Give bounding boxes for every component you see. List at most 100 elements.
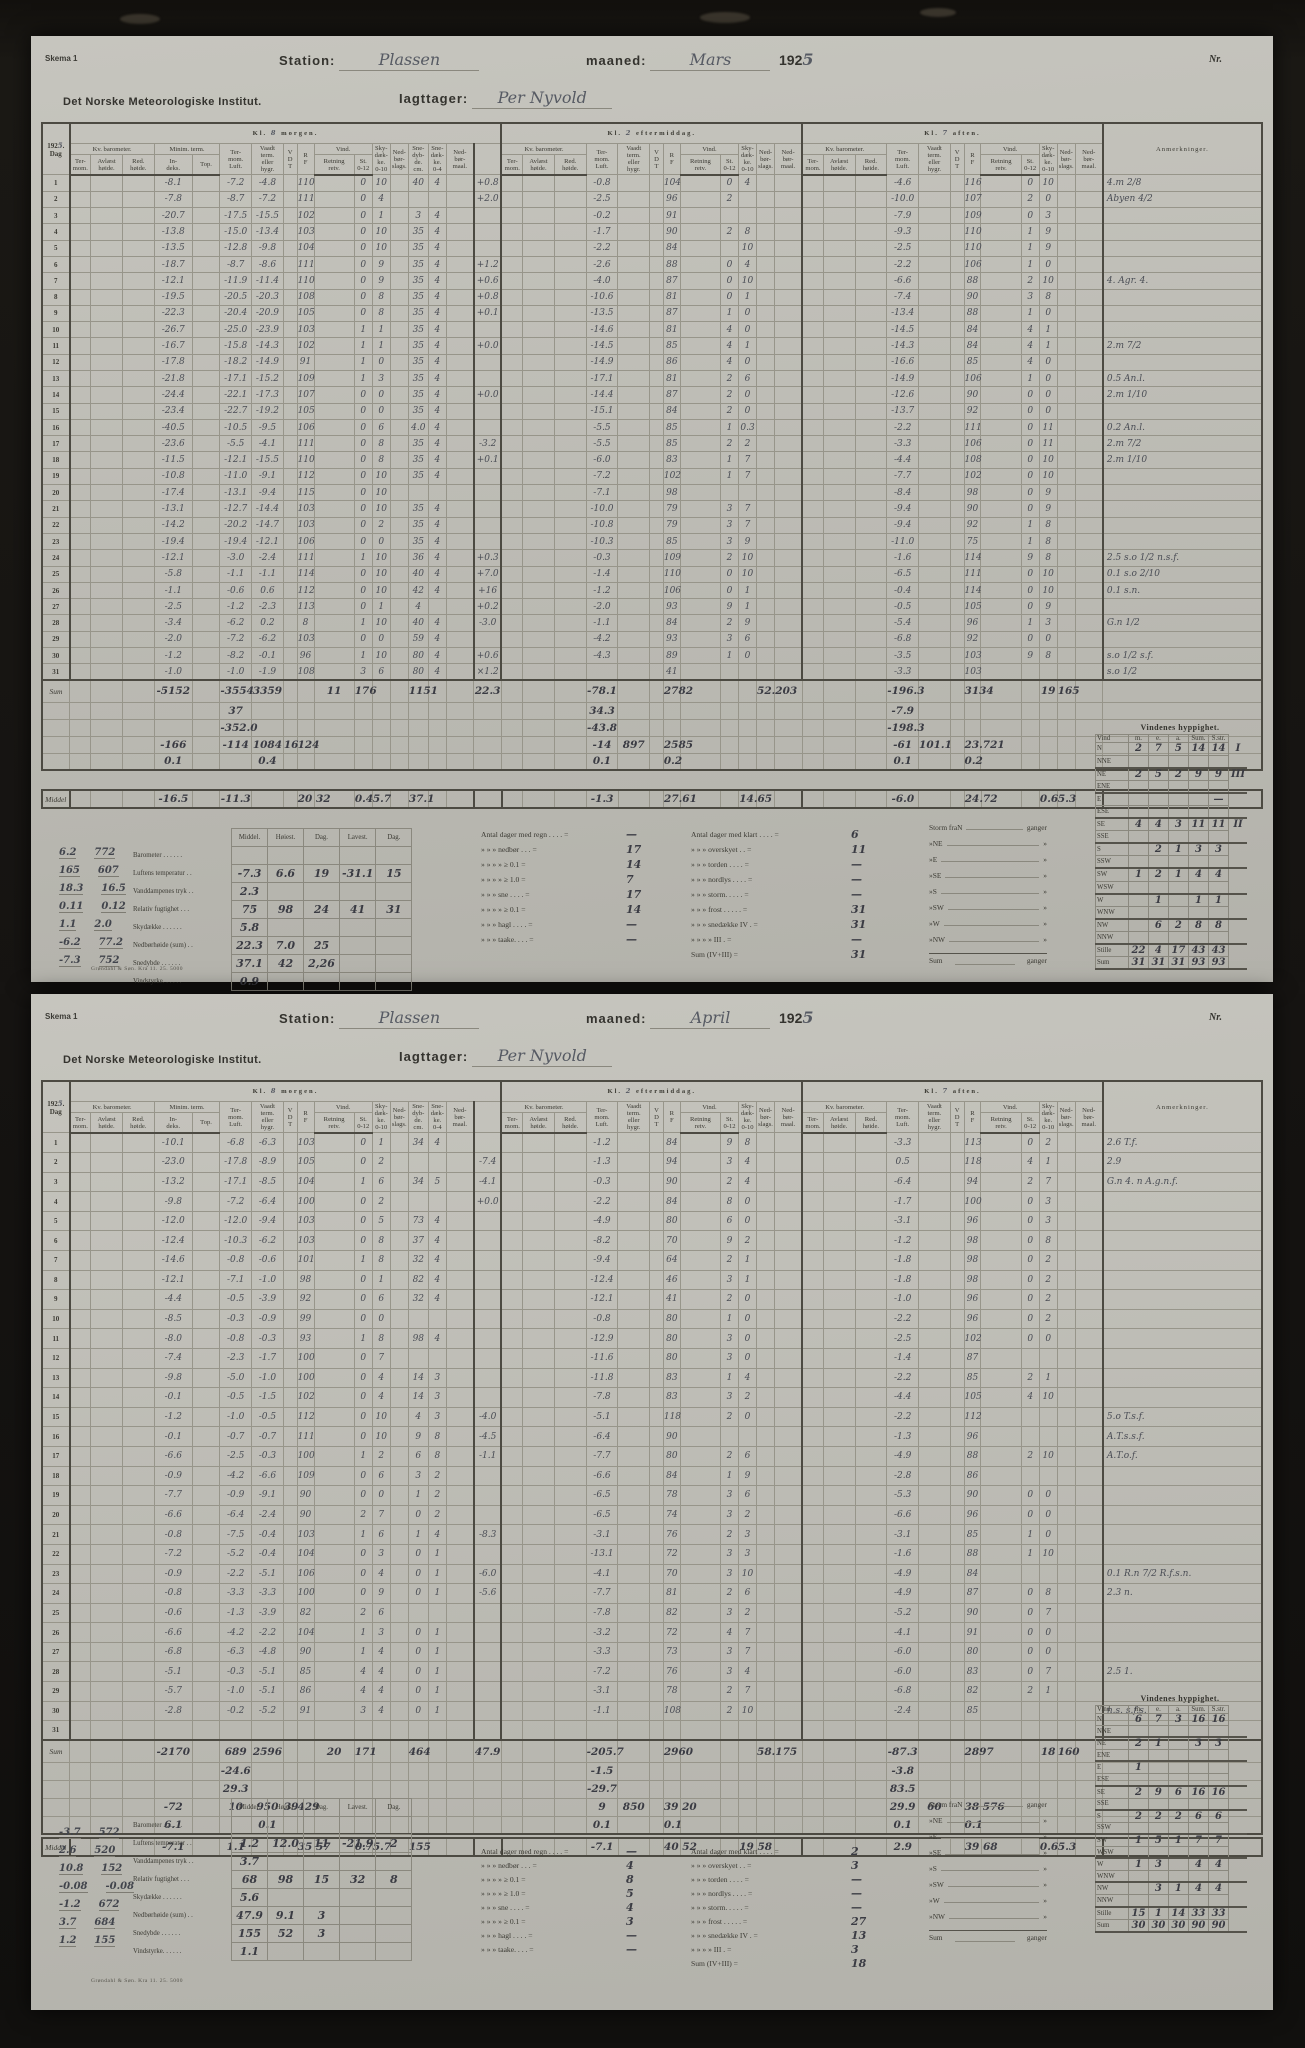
- obs-cell: [1074, 549, 1104, 567]
- margin-scribble: -7.3: [59, 955, 81, 967]
- obs-cell: [918, 1700, 951, 1722]
- sum-cell: [1020, 735, 1040, 754]
- obs-cell: [774, 1191, 803, 1212]
- obs-cell: [191, 402, 221, 420]
- handwritten-value: 11: [1042, 422, 1054, 433]
- wind-direction-label: NW: [1095, 918, 1129, 932]
- handwritten-value: 19: [313, 867, 330, 880]
- sum-cell: [756, 752, 776, 771]
- obs-cell: [553, 1465, 587, 1487]
- obs-cell: 80: [662, 1347, 681, 1369]
- obs-cell: 100: [296, 1367, 315, 1389]
- obs-cell: [1074, 1171, 1104, 1193]
- handwritten-value: 4: [434, 650, 441, 661]
- obs-cell: [522, 386, 555, 404]
- obs-cell: -4.9: [585, 1210, 619, 1232]
- sum-cell: [500, 1779, 524, 1799]
- column-header: Kv. barometer.: [68, 142, 155, 156]
- obs-cell: -0.8: [219, 1328, 253, 1349]
- day-number: 8: [41, 288, 71, 306]
- obs-cell: 7: [371, 1347, 391, 1369]
- sum-label: Sum: [49, 1747, 63, 1757]
- day-row: 11 -8.0 -0.8 -0.3 93 1 8 98 4 -12.9 80 3 0 -2.5 102 0 0: [41, 1328, 1263, 1349]
- sum-cell: [756, 1797, 776, 1817]
- obs-cell: [68, 190, 92, 209]
- wind-count-cell: [1187, 779, 1210, 794]
- obs-cell: 4: [720, 337, 740, 355]
- obs-cell: -14.3: [886, 337, 920, 355]
- obs-cell: 0: [1020, 1661, 1040, 1683]
- obs-cell: [90, 484, 123, 502]
- day-row: 3 -13.2 -17.1 -8.5 104 1 6 34 5 -4.1 -0.3 90 2 4 -6.4 9…: [41, 1171, 1263, 1193]
- obs-cell: [918, 663, 951, 681]
- handwritten-value: 1: [360, 1255, 367, 1266]
- obs-cell: [617, 614, 651, 632]
- margin-scribble: 0.11: [59, 901, 84, 913]
- sum-cell: [500, 718, 524, 737]
- obs-cell: [649, 614, 664, 632]
- kl-hour-handwritten: 7: [942, 128, 950, 137]
- obs-cell: -1.7: [585, 223, 619, 241]
- handwritten-value: -7.1: [161, 1841, 185, 1854]
- day-number: 27: [41, 1641, 71, 1663]
- obs-cell: [445, 484, 475, 502]
- obs-cell: 0: [1038, 1485, 1058, 1506]
- sum-cell: [69, 701, 92, 720]
- day-row: 16 -0.1 -0.7 -0.7 111 0 10 9 8 -4.5 -6.4 90 -1.3 96 A.…: [41, 1426, 1263, 1447]
- obs-cell: [949, 304, 965, 323]
- obs-cell: [949, 1269, 965, 1291]
- handwritten-value: 37: [228, 704, 243, 717]
- middel-cell: [679, 1837, 722, 1857]
- margin-scribble: 772: [94, 847, 116, 859]
- obs-cell: [617, 223, 651, 241]
- handwritten-value: -11.6: [590, 1353, 614, 1364]
- wind-column-header: a.: [1167, 1705, 1189, 1714]
- obs-cell: [774, 1661, 803, 1683]
- sum-cell: [720, 718, 740, 737]
- handwritten-value: 85: [666, 341, 678, 352]
- sum-cell: [353, 735, 373, 754]
- obs-cell: 102: [662, 467, 681, 486]
- obs-cell: [679, 500, 722, 518]
- obs-cell: [472, 1269, 502, 1291]
- handwritten-value: 10: [375, 1412, 387, 1423]
- station-label: Station:: [279, 53, 336, 68]
- obs-cell: [756, 321, 776, 339]
- obs-cell: [313, 1132, 355, 1154]
- obs-cell: [522, 402, 555, 420]
- handwritten-value: 0.1: [164, 755, 183, 768]
- stats-value: 31: [375, 900, 413, 919]
- obs-cell: [522, 1641, 555, 1663]
- obs-cell: 4: [1020, 1152, 1040, 1173]
- obs-cell: [389, 1445, 409, 1467]
- obs-cell: [801, 1485, 824, 1506]
- obs-cell: [1056, 1700, 1076, 1722]
- obs-cell: 0: [407, 1661, 429, 1683]
- obs-cell: [1074, 467, 1104, 486]
- obs-cell: [679, 467, 722, 486]
- obs-cell: [756, 663, 776, 681]
- obs-cell: [774, 647, 803, 665]
- handwritten-value: -13.5: [161, 243, 185, 254]
- obs-cell: -4.5: [472, 1426, 502, 1447]
- obs-cell: 0: [371, 630, 391, 649]
- obs-cell: [68, 1602, 92, 1624]
- obs-cell: [980, 663, 1022, 681]
- handwritten-value: -4.9: [593, 1216, 611, 1227]
- obs-cell: [282, 304, 298, 323]
- obs-cell: 0: [353, 467, 373, 486]
- obs-cell: [1101, 1347, 1263, 1369]
- obs-cell: [822, 369, 856, 388]
- handwritten-value: -13.1: [224, 487, 248, 498]
- margin-scribble: -3.7: [59, 1827, 81, 1839]
- day-number: 27: [41, 598, 71, 616]
- obs-cell: [585, 1720, 619, 1741]
- obs-cell: 112: [963, 1406, 982, 1428]
- obs-cell: -5.1: [251, 1681, 284, 1702]
- obs-cell: [1056, 1445, 1076, 1467]
- stats-value: [375, 936, 413, 955]
- obs-cell: 9: [407, 1426, 429, 1447]
- wind-roman-note: I: [1229, 743, 1248, 756]
- handwritten-value: 24.72: [964, 793, 998, 806]
- handwritten-value: 176: [354, 685, 377, 698]
